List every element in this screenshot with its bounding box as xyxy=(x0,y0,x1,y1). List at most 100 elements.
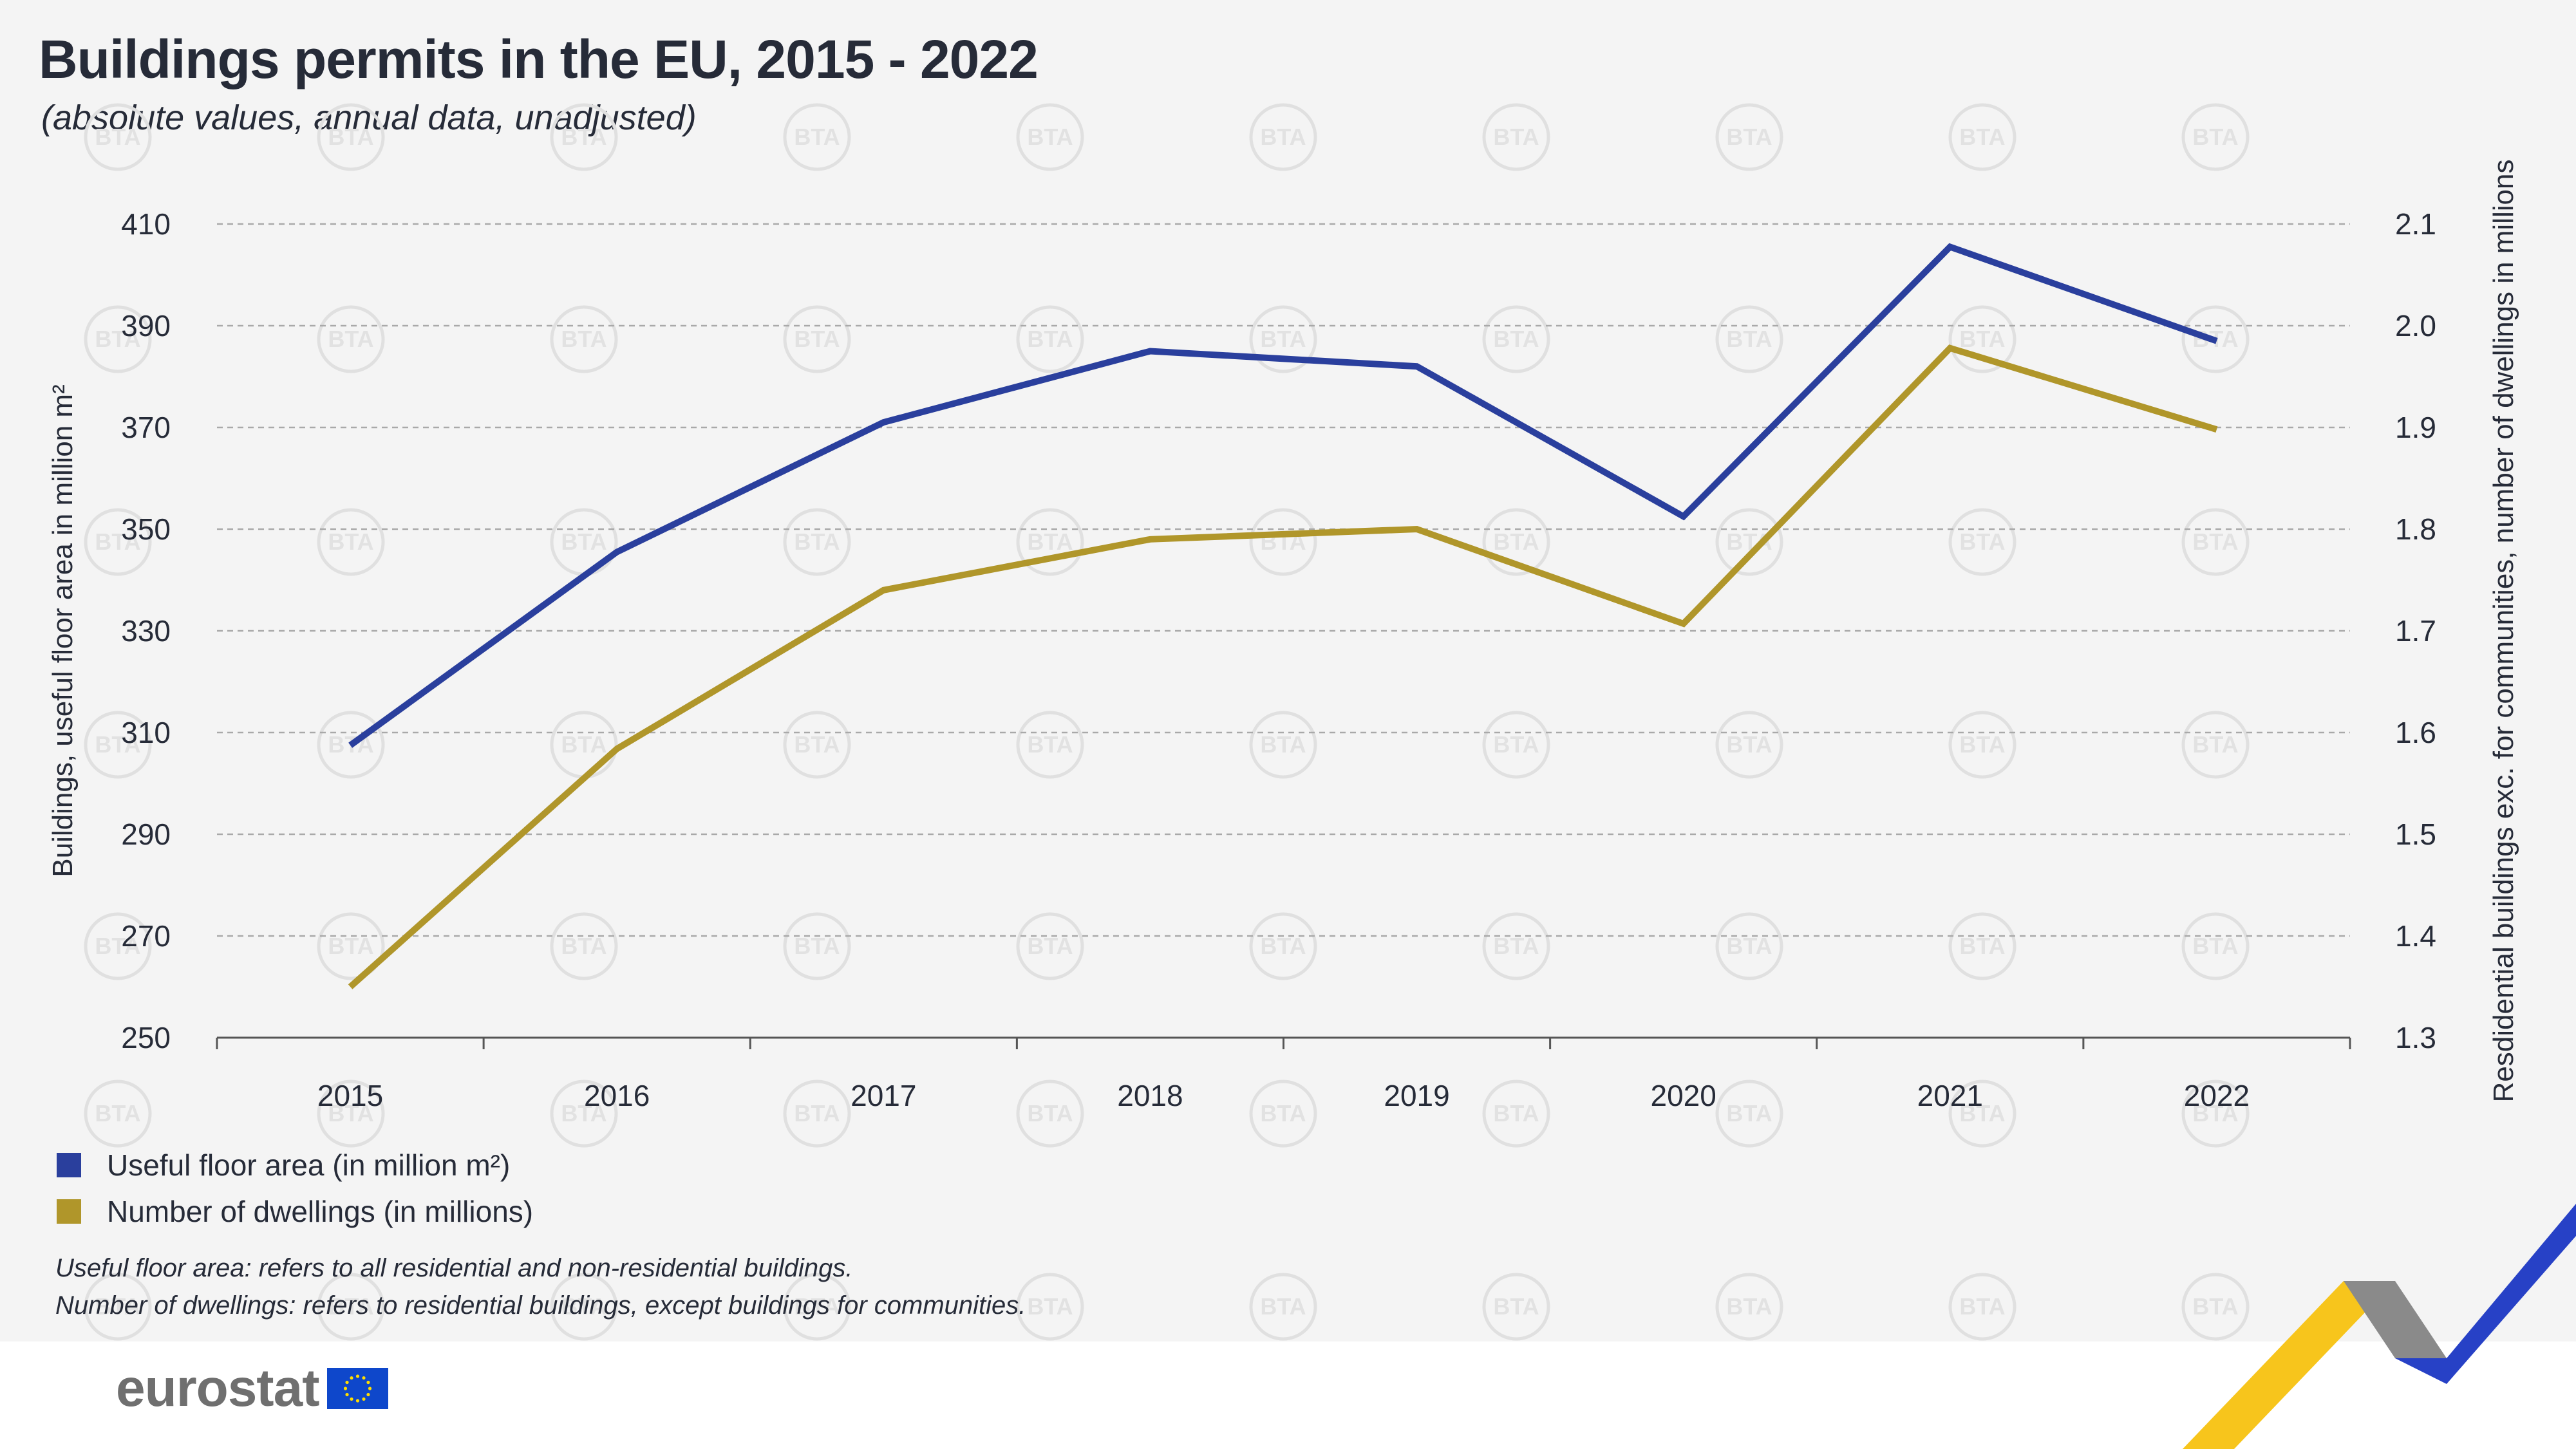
watermark-text: BTA xyxy=(95,326,140,352)
watermark-text: BTA xyxy=(1493,1293,1539,1320)
watermark-circle xyxy=(550,103,618,171)
watermark-text: BTA xyxy=(95,1100,140,1126)
watermark-text: BTA xyxy=(1493,528,1539,555)
watermark-text: BTA xyxy=(1726,326,1772,352)
watermark-text: BTA xyxy=(328,1100,373,1126)
watermark-text: BTA xyxy=(794,528,840,555)
legend-swatch-blue xyxy=(57,1153,81,1177)
watermark-text: BTA xyxy=(1027,124,1073,150)
eu-flag-star xyxy=(366,1392,370,1397)
watermark-circle xyxy=(1016,508,1084,576)
watermark-text: BTA xyxy=(2192,528,2238,555)
watermark-text: BTA xyxy=(1493,1100,1539,1126)
watermark-circle xyxy=(1482,1080,1550,1148)
watermark-circle xyxy=(1249,711,1317,779)
watermark-text: BTA xyxy=(561,1100,606,1126)
y-left-tick-label: 290 xyxy=(121,818,171,851)
y-right-tick-label: 1.8 xyxy=(2395,512,2436,546)
y-left-tick-label: 330 xyxy=(121,614,171,648)
watermark-circle xyxy=(1249,305,1317,373)
watermark-circle xyxy=(1715,508,1783,576)
eu-flag-star xyxy=(355,1399,359,1403)
footer-band xyxy=(0,1341,2576,1449)
watermark-circle xyxy=(1948,711,2017,779)
watermark-circle xyxy=(1948,103,2017,171)
eu-flag-star xyxy=(368,1387,371,1390)
watermark-circle xyxy=(1482,103,1550,171)
eu-flag-star xyxy=(349,1376,353,1380)
watermark-text: BTA xyxy=(794,1100,840,1126)
watermark-circle xyxy=(1016,1273,1084,1341)
watermark-circle xyxy=(2181,508,2250,576)
watermark-circle xyxy=(84,305,152,373)
watermark-circle xyxy=(2181,1273,2250,1341)
watermark-text: BTA xyxy=(1959,1293,2005,1320)
watermark-text: BTA xyxy=(1726,1293,1772,1320)
watermark-circle xyxy=(1482,711,1550,779)
watermark-text: BTA xyxy=(561,731,606,758)
watermark-circle xyxy=(1715,1273,1783,1341)
watermark-circle xyxy=(1016,912,1084,980)
watermark-circle xyxy=(1482,508,1550,576)
decor-yellow-stripe xyxy=(2183,1281,2395,1449)
watermark-text: BTA xyxy=(328,528,373,555)
watermark-text: BTA xyxy=(328,124,373,150)
axes xyxy=(216,1036,2351,1049)
legend-label-floor-area: Useful floor area (in million m²) xyxy=(107,1148,511,1182)
watermark-circle xyxy=(2181,103,2250,171)
watermark-circle xyxy=(1482,1273,1550,1341)
watermark-text: BTA xyxy=(95,933,140,959)
watermark-text: BTA xyxy=(1027,326,1073,352)
axis-labels: 250 270 290 310 330 350 370 390 410 1.3 1.4 1.5 1.6 1… xyxy=(47,160,2519,1112)
watermark-circle xyxy=(550,305,618,373)
watermark-circle xyxy=(84,1080,152,1148)
watermark-text: BTA xyxy=(95,731,140,758)
watermark-circle xyxy=(1016,305,1084,373)
watermark-text: BTA xyxy=(328,933,373,959)
watermark-circle xyxy=(550,1080,618,1148)
bta-watermark-pattern: BTA BTA BTA BTA BTA BTA BTA BTA BTA BTA BTA BTA BTA B… xyxy=(84,103,2250,1341)
watermark-text: BTA xyxy=(1027,1293,1073,1320)
watermark-text: BTA xyxy=(794,933,840,959)
eu-flag-star xyxy=(361,1376,366,1380)
watermark-circle xyxy=(1016,711,1084,779)
watermark-text: BTA xyxy=(794,124,840,150)
watermark-circle xyxy=(317,305,385,373)
watermark-text: BTA xyxy=(1027,528,1073,555)
x-tick-label: 2020 xyxy=(1651,1079,1716,1112)
y-left-tick-label: 390 xyxy=(121,309,171,342)
decor-blue-stripe xyxy=(2395,1204,2576,1384)
watermark-circle xyxy=(1249,508,1317,576)
y-left-tick-label: 410 xyxy=(121,207,171,241)
watermark-text: BTA xyxy=(794,1293,840,1320)
eurostat-logo: eurostat xyxy=(116,1358,388,1419)
legend-label-dwellings: Number of dwellings (in millions) xyxy=(107,1195,534,1228)
x-tick-label: 2018 xyxy=(1117,1079,1183,1112)
legend: Useful floor area (in million m²) Number… xyxy=(57,1142,533,1235)
watermark-circle xyxy=(2181,711,2250,779)
y-left-tick-label: 370 xyxy=(121,411,171,444)
y-left-axis-label: Buildings, useful floor area in million … xyxy=(47,384,79,877)
watermark-text: BTA xyxy=(1726,124,1772,150)
series-line-dwellings xyxy=(348,344,2218,989)
watermark-circle xyxy=(783,1080,851,1148)
watermark-text: BTA xyxy=(1959,528,2005,555)
watermark-circle xyxy=(1715,711,1783,779)
legend-item-floor-area: Useful floor area (in million m²) xyxy=(57,1142,533,1188)
watermark-text: BTA xyxy=(2192,1100,2238,1126)
watermark-text: BTA xyxy=(561,326,606,352)
watermark-circle xyxy=(1482,305,1550,373)
watermark-text: BTA xyxy=(95,528,140,555)
eu-flag-star xyxy=(361,1397,366,1401)
y-right-tick-label: 1.5 xyxy=(2395,818,2436,851)
y-left-tick-label: 270 xyxy=(121,919,171,953)
watermark-text: BTA xyxy=(2192,124,2238,150)
watermark-circle xyxy=(550,1273,618,1341)
watermark-circle xyxy=(2181,912,2250,980)
watermark-text: BTA xyxy=(2192,731,2238,758)
watermark-circle xyxy=(317,711,385,779)
watermark-circle xyxy=(1249,1273,1317,1341)
watermark-circle xyxy=(1948,1080,2017,1148)
y-right-tick-label: 1.4 xyxy=(2395,919,2436,953)
watermark-text: BTA xyxy=(1260,933,1306,959)
